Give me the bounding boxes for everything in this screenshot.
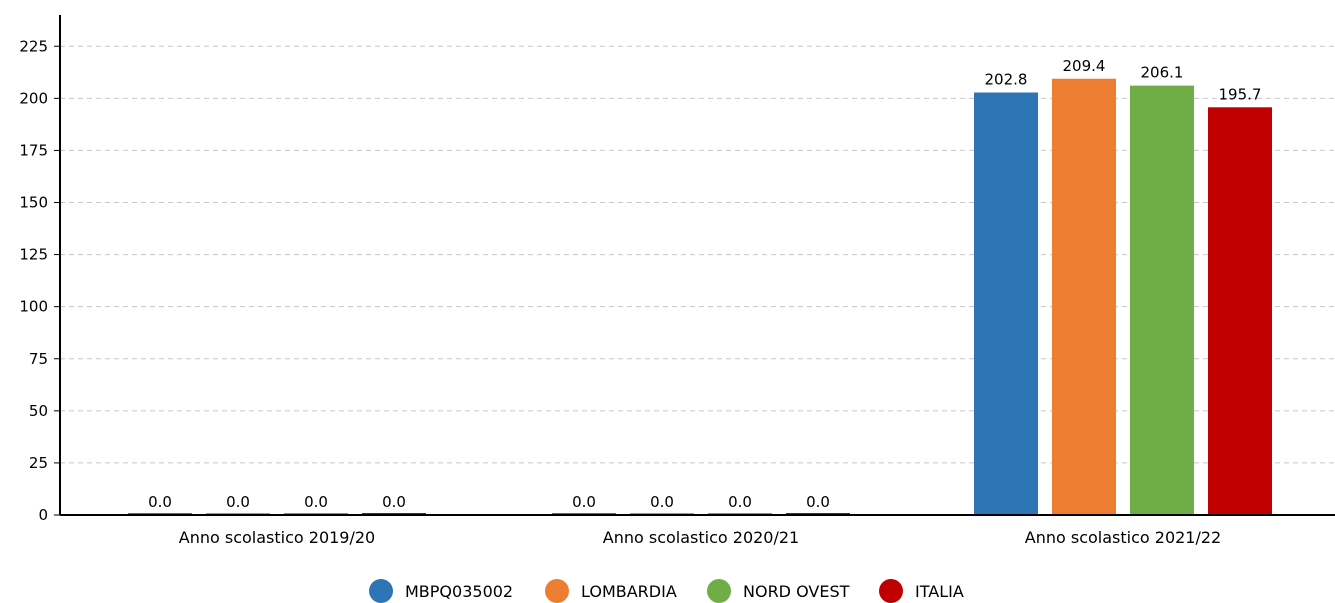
y-tick-label: 225 bbox=[19, 37, 48, 55]
data-label: 0.0 bbox=[806, 493, 830, 511]
data-label: 206.1 bbox=[1141, 64, 1184, 82]
data-label: 0.0 bbox=[304, 493, 328, 511]
data-label: 0.0 bbox=[382, 493, 406, 511]
y-tick-label: 0 bbox=[38, 506, 48, 524]
y-tick-label: 175 bbox=[19, 141, 48, 159]
data-label: 195.7 bbox=[1219, 85, 1262, 103]
x-category-label: Anno scolastico 2020/21 bbox=[603, 528, 799, 547]
legend-label[interactable]: MBPQ035002 bbox=[405, 582, 513, 601]
legend-marker bbox=[545, 579, 569, 603]
data-label: 0.0 bbox=[572, 493, 596, 511]
bar bbox=[1208, 107, 1272, 516]
legend-label[interactable]: ITALIA bbox=[915, 582, 964, 601]
y-tick-label: 100 bbox=[19, 298, 48, 316]
y-tick-label: 50 bbox=[29, 402, 48, 420]
x-category-label: Anno scolastico 2019/20 bbox=[179, 528, 375, 547]
data-label: 0.0 bbox=[650, 493, 674, 511]
legend-label[interactable]: LOMBARDIA bbox=[581, 582, 677, 601]
bar bbox=[974, 92, 1038, 515]
data-label: 0.0 bbox=[226, 493, 250, 511]
bar bbox=[1052, 78, 1116, 515]
data-label: 209.4 bbox=[1063, 57, 1106, 75]
bars bbox=[128, 78, 1272, 516]
bar bbox=[1130, 85, 1194, 515]
legend-marker bbox=[707, 579, 731, 603]
y-tick-label: 200 bbox=[19, 89, 48, 107]
y-tick-label: 125 bbox=[19, 246, 48, 264]
x-category-label: Anno scolastico 2021/22 bbox=[1025, 528, 1221, 547]
y-tick-label: 150 bbox=[19, 194, 48, 212]
y-tick-label: 75 bbox=[29, 350, 48, 368]
legend-label[interactable]: NORD OVEST bbox=[743, 582, 850, 601]
y-tick-label: 25 bbox=[29, 454, 48, 472]
data-label: 0.0 bbox=[728, 493, 752, 511]
data-labels: 0.0 0.0 0.0 0.0 0.0 0.0 0.0 0.0 202.8 209.4 206.1 1… bbox=[148, 57, 1261, 511]
data-label: 0.0 bbox=[148, 493, 172, 511]
x-axis-categories: Anno scolastico 2019/20 Anno scolastico 2… bbox=[179, 528, 1221, 547]
legend: MBPQ035002 LOMBARDIA NORD OVEST ITALIA bbox=[369, 579, 964, 603]
legend-marker bbox=[369, 579, 393, 603]
y-axis-ticks: 0 25 50 75 100 125 150 175 200 225 bbox=[19, 37, 60, 524]
grid-lines bbox=[60, 45, 1335, 464]
legend-marker bbox=[879, 579, 903, 603]
data-label: 202.8 bbox=[985, 71, 1028, 89]
